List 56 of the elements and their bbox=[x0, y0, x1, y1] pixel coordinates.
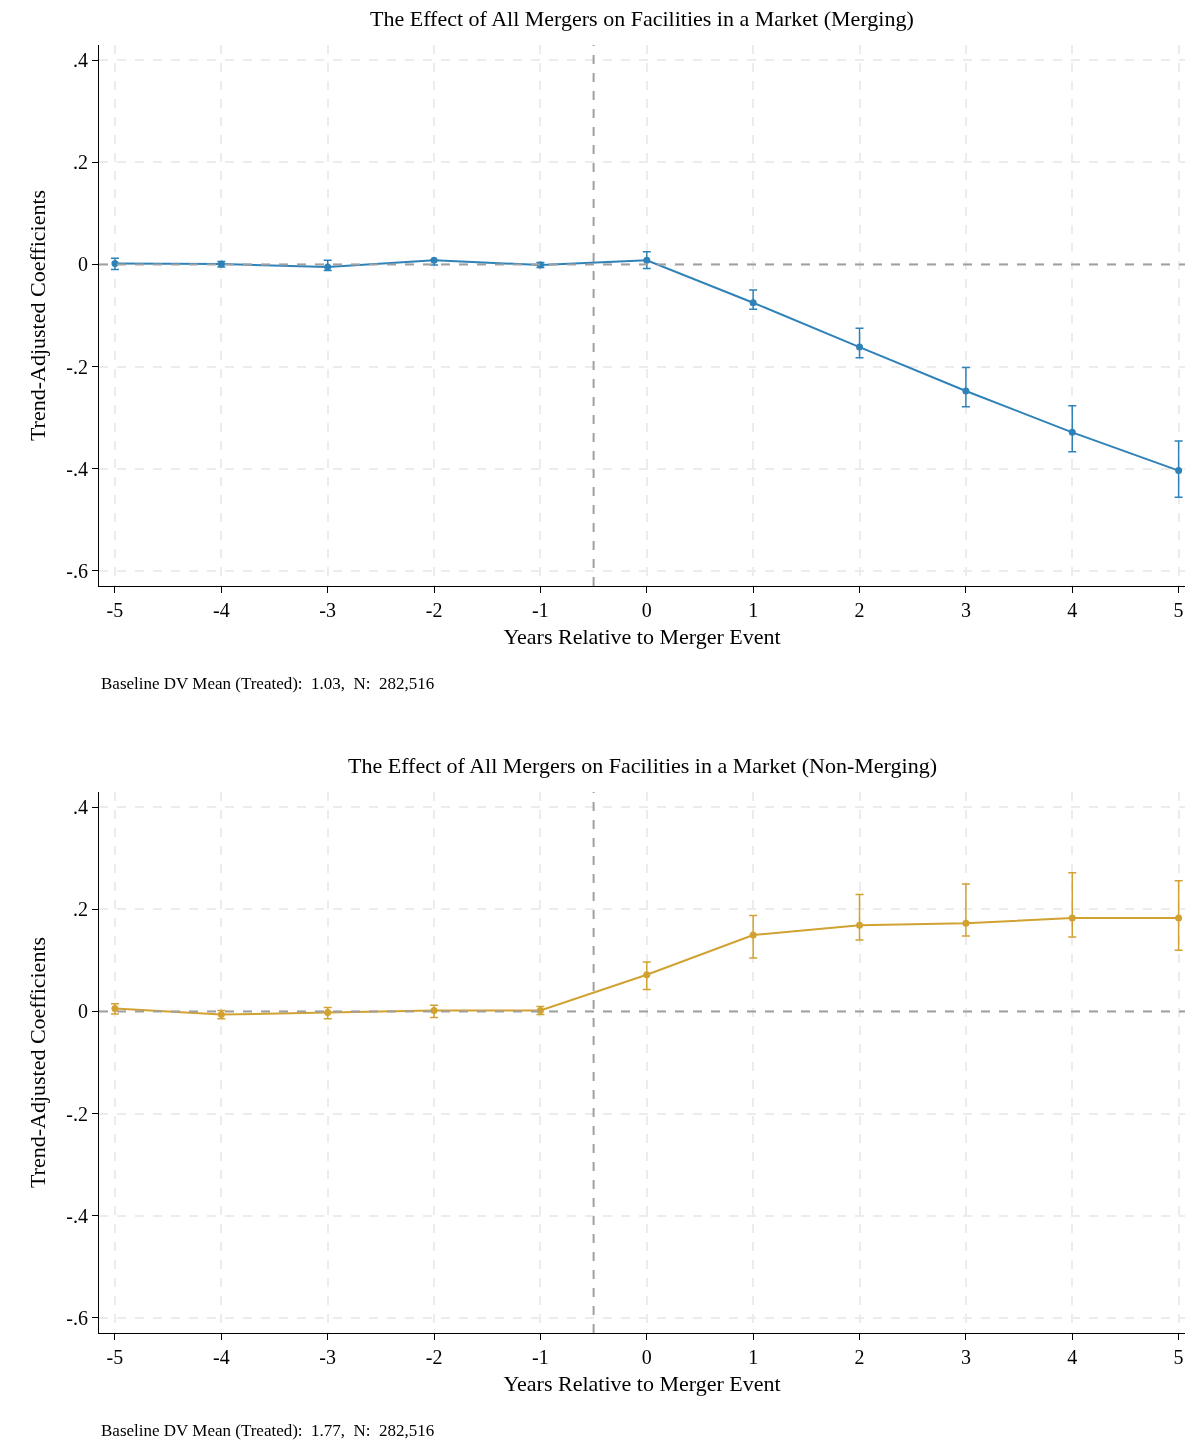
y-axis-title: Trend-Adjusted Coefficients bbox=[25, 189, 51, 442]
y-tick-label: -.4 bbox=[66, 1204, 88, 1227]
x-tick-label: 2 bbox=[854, 598, 865, 621]
y-tick-label: .2 bbox=[73, 898, 88, 921]
x-tick-label: 3 bbox=[960, 1346, 971, 1368]
point bbox=[324, 263, 332, 271]
y-tick-label: -.6 bbox=[66, 1306, 88, 1329]
point bbox=[962, 387, 970, 395]
x-tick-label: 0 bbox=[641, 598, 652, 621]
x-tick-label: -1 bbox=[532, 1346, 549, 1368]
x-tick-label: 5 bbox=[1173, 598, 1184, 621]
y-tick-label: -.2 bbox=[66, 355, 88, 378]
x-tick-label: 4 bbox=[1067, 1346, 1078, 1368]
point bbox=[1068, 428, 1076, 436]
x-tick-label: -5 bbox=[106, 598, 124, 621]
x-axis-title: Years Relative to Merger Event bbox=[503, 1370, 781, 1396]
x-tick-label: -3 bbox=[319, 1346, 337, 1368]
x-tick-label: -4 bbox=[212, 1346, 230, 1368]
x-tick-label: 5 bbox=[1173, 1346, 1184, 1368]
y-tick-label: 0 bbox=[78, 253, 88, 276]
point bbox=[962, 919, 970, 927]
point bbox=[856, 343, 864, 351]
x-tick-label: -2 bbox=[425, 1346, 443, 1368]
y-tick-label: .4 bbox=[73, 796, 88, 819]
point bbox=[856, 921, 864, 929]
point bbox=[749, 299, 757, 307]
x-tick-label: -4 bbox=[212, 598, 230, 621]
point bbox=[1068, 914, 1076, 922]
x-tick-label: 1 bbox=[748, 598, 759, 621]
x-tick-label: 4 bbox=[1067, 598, 1078, 621]
y-tick-label: -.6 bbox=[66, 559, 88, 582]
text: Baseline DV Mean (Treated): 1.03, N: 282,516 bbox=[101, 674, 435, 693]
x-axis-title: Years Relative to Merger Event bbox=[503, 623, 781, 649]
x-tick-label: 2 bbox=[854, 1346, 865, 1368]
x-tick-label: -3 bbox=[319, 598, 337, 621]
y-tick-label: .2 bbox=[73, 151, 88, 174]
point bbox=[643, 256, 651, 264]
x-tick-label: -2 bbox=[425, 598, 443, 621]
x-tick-label: 1 bbox=[748, 1346, 759, 1368]
x-tick-label: 3 bbox=[960, 598, 971, 621]
point bbox=[749, 931, 757, 939]
point bbox=[430, 1006, 438, 1014]
y-tick-label: 0 bbox=[78, 1000, 88, 1023]
x-tick-label: -1 bbox=[532, 598, 549, 621]
y-tick-label: -.4 bbox=[66, 457, 88, 480]
chart-title: The Effect of All Mergers on Facilities in a Market (Merging) bbox=[370, 6, 914, 31]
text: Baseline DV Mean (Treated): 1.77, N: 282,516 bbox=[101, 1421, 435, 1440]
chart-title: The Effect of All Mergers on Facilities in a Market (Non-Merging) bbox=[348, 753, 937, 778]
point bbox=[643, 971, 651, 979]
y-tick-label: .4 bbox=[73, 49, 88, 72]
y-axis-title: Trend-Adjusted Coefficients bbox=[25, 936, 51, 1189]
x-tick-label: -5 bbox=[106, 1346, 124, 1368]
point bbox=[1175, 914, 1183, 922]
point bbox=[1175, 467, 1183, 475]
x-tick-label: 0 bbox=[641, 1346, 652, 1368]
y-tick-label: -.2 bbox=[66, 1102, 88, 1125]
